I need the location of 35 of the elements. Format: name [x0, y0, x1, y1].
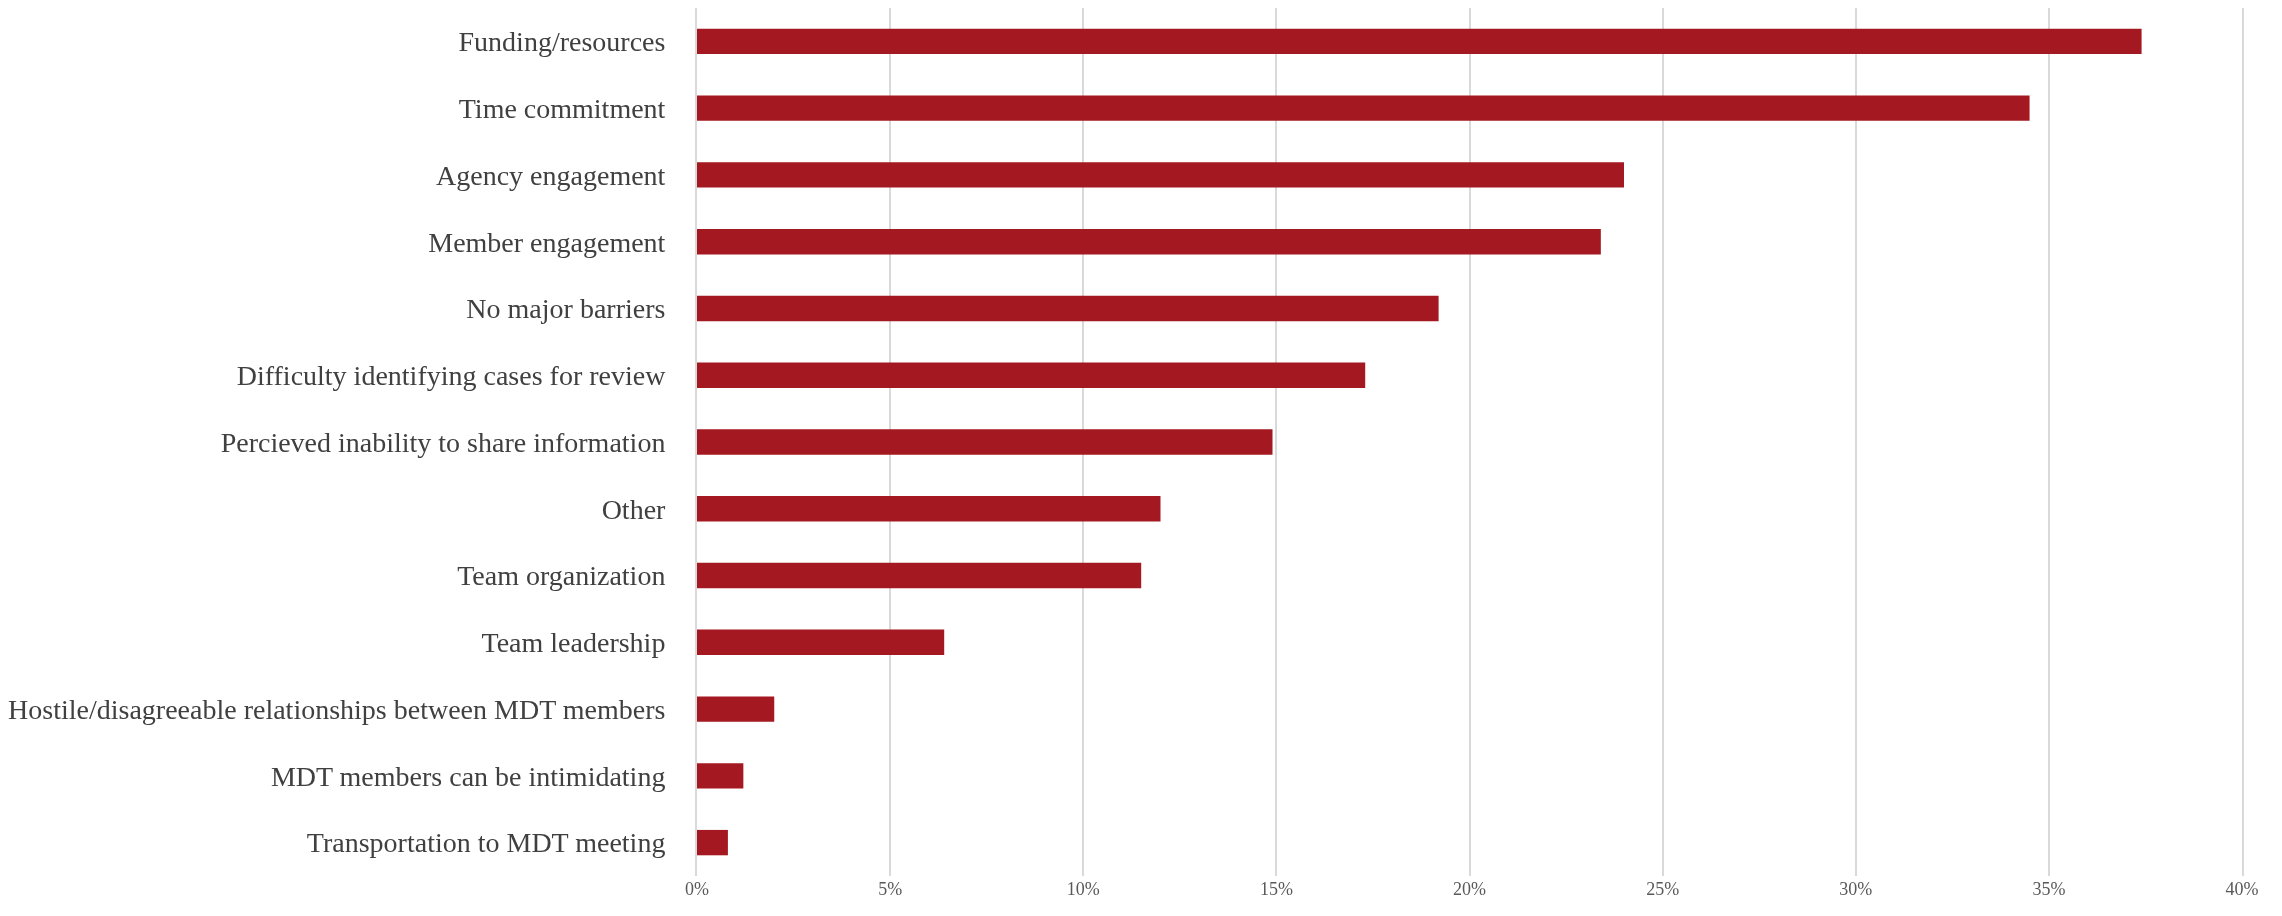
x-tick-label: 15% — [1259, 879, 1293, 899]
bar — [697, 162, 1624, 188]
bar — [697, 28, 2142, 55]
y-tick-label: Other — [601, 493, 667, 525]
y-tick-label: Time commitment — [458, 92, 666, 124]
bar — [697, 696, 775, 722]
x-tick-label: 40% — [2225, 879, 2259, 899]
bar — [697, 562, 1142, 589]
bar — [697, 229, 1601, 255]
y-tick-label: No major barriers — [466, 293, 666, 325]
bar — [697, 629, 945, 655]
bar — [697, 362, 1366, 388]
x-tick-label: 30% — [1839, 879, 1873, 899]
x-tick-label: 5% — [878, 879, 903, 899]
bar — [697, 95, 2030, 121]
x-tick-label: 10% — [1066, 879, 1100, 899]
bar — [697, 829, 728, 856]
x-tick-label: 0% — [685, 879, 709, 899]
x-tick-label: 25% — [1646, 879, 1680, 899]
bar — [697, 295, 1439, 322]
y-tick-label: MDT members can be intimidating — [270, 760, 666, 792]
y-tick-label: Transportation to MDT meeting — [306, 827, 666, 859]
y-tick-label: Team leadership — [481, 627, 666, 659]
y-tick-label: Percieved inability to share information — [220, 426, 666, 458]
y-tick-label: Team organization — [457, 560, 666, 592]
bar — [697, 496, 1161, 522]
bar — [697, 763, 744, 789]
y-tick-label: Member engagement — [428, 226, 666, 258]
x-tick-label: 20% — [1453, 879, 1486, 899]
y-tick-label: Hostile/disagreeable relationships between MDT members — [8, 693, 666, 725]
y-tick-label: Difficulty identifying cases for review — [236, 360, 667, 392]
x-tick-label: 35% — [2032, 879, 2066, 899]
y-tick-label: Funding/resources — [458, 26, 666, 58]
bar — [697, 429, 1273, 455]
y-tick-label: Agency engagement — [436, 159, 666, 191]
